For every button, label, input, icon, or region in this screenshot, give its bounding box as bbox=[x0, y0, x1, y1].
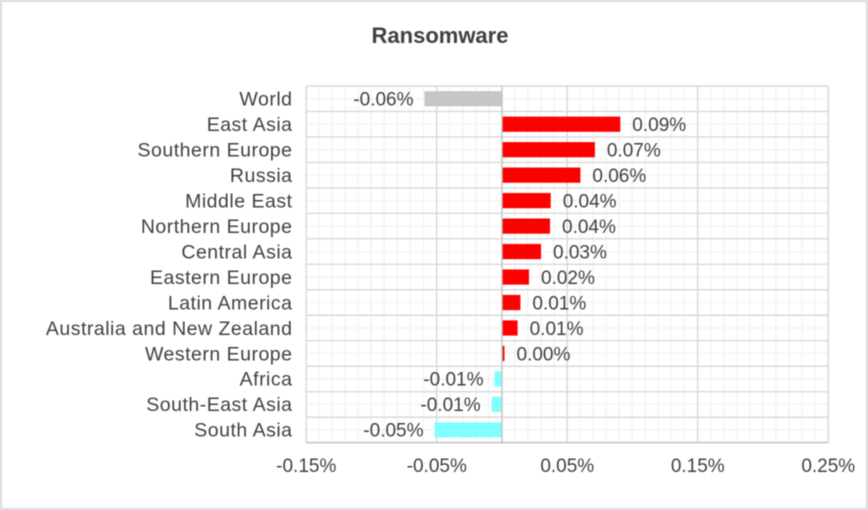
svg-text:Australia and New Zealand: Australia and New Zealand bbox=[46, 318, 293, 340]
svg-text:0.07%: 0.07% bbox=[607, 140, 661, 161]
svg-text:0.25%: 0.25% bbox=[801, 456, 855, 477]
svg-text:0.04%: 0.04% bbox=[563, 191, 617, 212]
svg-text:Southern Europe: Southern Europe bbox=[138, 139, 293, 161]
svg-text:0.15%: 0.15% bbox=[671, 456, 725, 477]
svg-text:South-East Asia: South-East Asia bbox=[146, 394, 292, 416]
svg-text:-0.06%: -0.06% bbox=[353, 90, 413, 111]
svg-text:0.01%: 0.01% bbox=[532, 293, 586, 314]
svg-text:0.03%: 0.03% bbox=[553, 242, 607, 263]
svg-text:0.00%: 0.00% bbox=[517, 344, 571, 365]
svg-text:Russia: Russia bbox=[230, 165, 293, 187]
svg-text:East Asia: East Asia bbox=[207, 114, 293, 136]
svg-text:0.01%: 0.01% bbox=[530, 319, 584, 340]
svg-text:-0.01%: -0.01% bbox=[423, 370, 483, 391]
svg-text:-0.15%: -0.15% bbox=[276, 456, 336, 477]
svg-text:Latin America: Latin America bbox=[168, 292, 293, 314]
svg-text:0.06%: 0.06% bbox=[592, 166, 646, 187]
svg-text:-0.05%: -0.05% bbox=[407, 456, 467, 477]
svg-text:-0.01%: -0.01% bbox=[420, 395, 480, 416]
svg-text:0.04%: 0.04% bbox=[562, 217, 616, 238]
svg-text:-0.05%: -0.05% bbox=[363, 421, 423, 442]
svg-text:Western Europe: Western Europe bbox=[145, 343, 293, 365]
svg-text:World: World bbox=[239, 89, 292, 111]
svg-text:Middle East: Middle East bbox=[185, 190, 292, 212]
svg-text:Ransomware: Ransomware bbox=[372, 23, 509, 48]
svg-text:South Asia: South Asia bbox=[194, 420, 292, 442]
svg-text:Central Asia: Central Asia bbox=[181, 241, 292, 263]
svg-text:Africa: Africa bbox=[240, 369, 293, 391]
svg-text:Eastern Europe: Eastern Europe bbox=[150, 267, 293, 289]
svg-text:0.09%: 0.09% bbox=[632, 115, 686, 136]
svg-text:0.02%: 0.02% bbox=[541, 268, 595, 289]
svg-text:Northern Europe: Northern Europe bbox=[141, 216, 293, 238]
svg-text:0.05%: 0.05% bbox=[540, 456, 594, 477]
